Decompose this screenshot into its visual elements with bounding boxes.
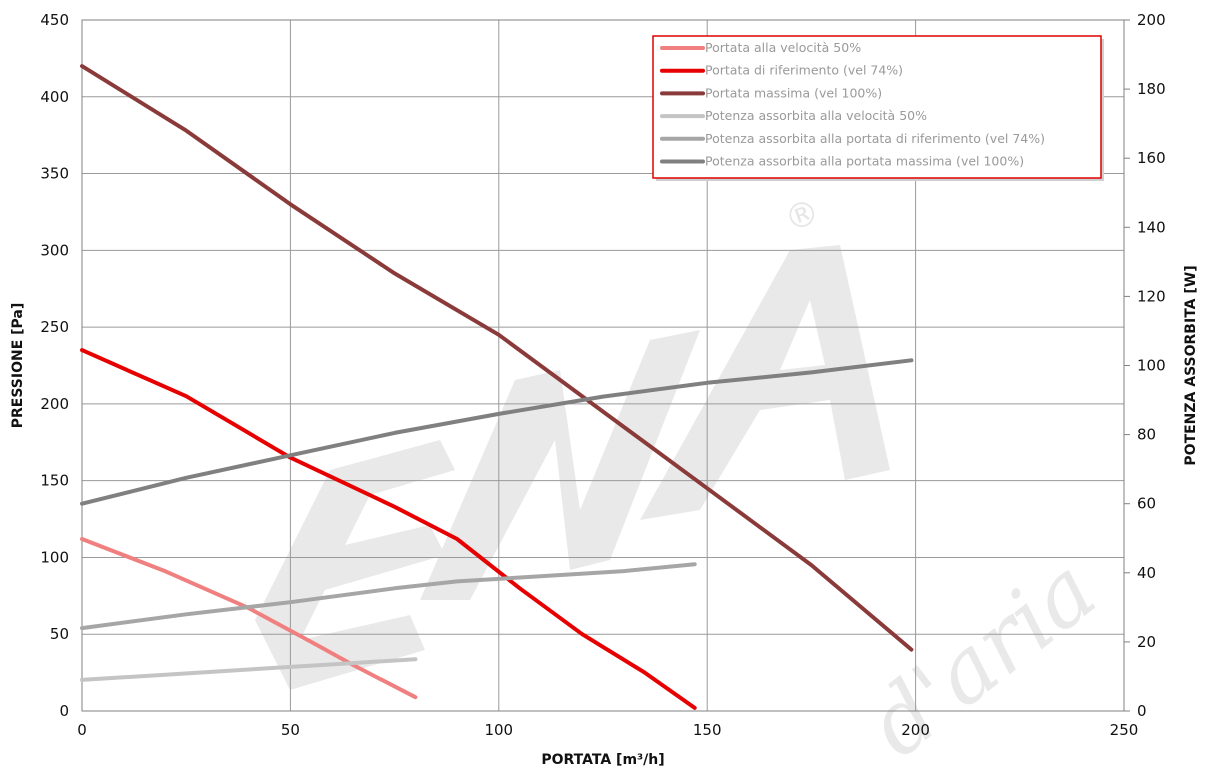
watermark-letter-e xyxy=(255,440,455,690)
y-right-tick-label: 180 xyxy=(1137,80,1166,98)
watermark-registered: ® xyxy=(779,191,825,240)
y-right-tick-label: 0 xyxy=(1137,702,1147,720)
y-right-tick-label: 160 xyxy=(1137,149,1166,167)
x-tick-label: 250 xyxy=(1110,721,1139,739)
axis-ticks: 0 50 100 150 200 2500501001502002503003504004… xyxy=(40,11,1165,739)
legend-label-4: Potenza assorbita alla portata di riferi… xyxy=(705,131,1045,146)
y-right-tick-label: 40 xyxy=(1137,564,1156,582)
y-right-tick-label: 100 xyxy=(1137,357,1166,375)
y-left-tick-label: 0 xyxy=(59,702,69,720)
y-axis-right-label: POTENZA ASSORBITA [W] xyxy=(1183,265,1199,465)
y-left-tick-label: 350 xyxy=(40,165,69,183)
y-right-tick-label: 20 xyxy=(1137,633,1156,651)
series-line-2 xyxy=(80,64,914,652)
y-right-tick-label: 60 xyxy=(1137,495,1156,513)
y-right-tick-label: 80 xyxy=(1137,426,1156,444)
x-tick-label: 100 xyxy=(484,721,513,739)
watermark-letter-a xyxy=(640,245,890,520)
y-left-tick-label: 50 xyxy=(50,625,69,643)
x-tick-label: 0 xyxy=(77,721,87,739)
series-line-4 xyxy=(80,562,697,631)
legend-label-3: Potenza assorbita alla velocità 50% xyxy=(705,108,927,123)
y-left-tick-label: 100 xyxy=(40,548,69,566)
series-line-5 xyxy=(80,358,914,506)
x-axis-label: PORTATA [m³/h] xyxy=(541,752,664,768)
series-line-1 xyxy=(80,348,697,710)
y-right-tick-label: 140 xyxy=(1137,218,1166,236)
legend-label-1: Portata di riferimento (vel 74%) xyxy=(705,63,903,78)
series-line-0 xyxy=(80,537,418,700)
y-left-tick-label: 150 xyxy=(40,472,69,490)
legend-label-5: Potenza assorbita alla portata massima (… xyxy=(705,154,1024,169)
y-left-tick-label: 200 xyxy=(40,395,69,413)
x-tick-label: 50 xyxy=(281,721,300,739)
series-line-3 xyxy=(80,657,418,682)
y-left-tick-label: 400 xyxy=(40,88,69,106)
legend: Portata alla velocità 50% Portata di rife… xyxy=(652,35,1104,181)
watermark: ® d'aria xyxy=(255,191,1114,773)
y-axis-left-label: PRESSIONE [Pa] xyxy=(10,303,26,429)
y-right-tick-label: 200 xyxy=(1137,11,1166,29)
legend-box xyxy=(652,35,1102,179)
x-tick-label: 150 xyxy=(693,721,722,739)
x-tick-label: 200 xyxy=(901,721,930,739)
y-left-tick-label: 450 xyxy=(40,11,69,29)
legend-label-2: Portata massima (vel 100%) xyxy=(705,85,882,100)
y-right-tick-label: 120 xyxy=(1137,287,1166,305)
series-lines xyxy=(80,64,914,710)
watermark-text: d'aria xyxy=(850,538,1115,773)
legend-label-0: Portata alla velocità 50% xyxy=(705,40,861,55)
watermark-letter-m xyxy=(420,330,700,600)
y-left-tick-label: 250 xyxy=(40,318,69,336)
y-left-tick-label: 300 xyxy=(40,241,69,259)
